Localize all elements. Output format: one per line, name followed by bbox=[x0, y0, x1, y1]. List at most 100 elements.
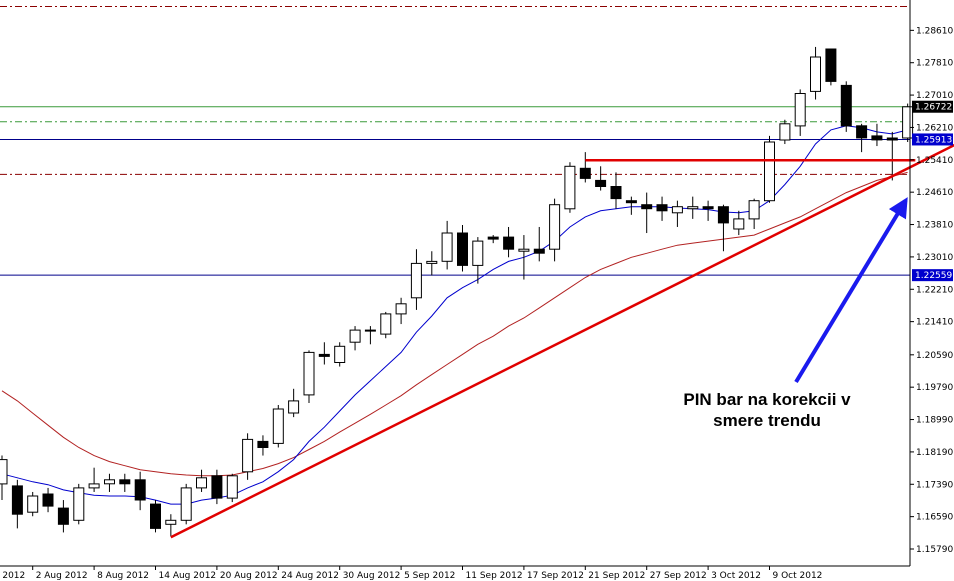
candle bbox=[318, 342, 330, 365]
candle bbox=[549, 198, 561, 262]
candle bbox=[196, 469, 207, 492]
y-tick-label: 1.20590 bbox=[916, 351, 953, 361]
candle-body-bearish bbox=[856, 125, 868, 139]
candle-body-bullish bbox=[242, 438, 254, 473]
candle bbox=[717, 204, 729, 252]
price-box-label: 1.22559 bbox=[915, 271, 952, 281]
candle bbox=[0, 455, 8, 501]
candle bbox=[794, 89, 806, 136]
candle-body-bearish bbox=[717, 206, 729, 224]
trendlines bbox=[170, 143, 954, 539]
candle-body-bearish bbox=[134, 479, 146, 501]
x-tick-label: 30 Aug 2012 bbox=[343, 571, 401, 581]
candle bbox=[27, 491, 39, 517]
candle-body-bullish bbox=[104, 479, 115, 485]
annotation-text-line: smere trendu bbox=[713, 411, 821, 430]
candle-body-bullish bbox=[0, 459, 8, 485]
y-tick-label: 1.16590 bbox=[916, 513, 953, 523]
candle bbox=[226, 473, 238, 503]
candle bbox=[211, 469, 223, 505]
candle bbox=[702, 200, 714, 221]
ma-slow-line bbox=[1, 171, 908, 477]
candle bbox=[272, 404, 284, 448]
y-tick-label: 1.23810 bbox=[916, 221, 953, 231]
candle bbox=[487, 235, 499, 244]
candle-body-bearish bbox=[610, 186, 622, 200]
x-tick-label: 24 Aug 2012 bbox=[281, 571, 339, 581]
y-tick-label: 1.25410 bbox=[916, 156, 953, 166]
candle-body-bearish bbox=[871, 135, 883, 141]
annotation-text-line: PIN bar na korekcii v bbox=[683, 390, 851, 409]
candle-body-bearish bbox=[11, 485, 23, 515]
candle bbox=[733, 210, 745, 236]
candle bbox=[656, 196, 668, 221]
candle bbox=[42, 487, 54, 513]
y-tick-label: 1.18990 bbox=[916, 416, 953, 426]
candle bbox=[579, 152, 591, 183]
price-box-label: 1.26722 bbox=[915, 103, 952, 113]
price-box: 1.26722 bbox=[912, 100, 953, 113]
price-box: 1.25913 bbox=[912, 133, 953, 146]
candle bbox=[825, 48, 837, 86]
horizontal-levels bbox=[0, 5, 910, 276]
candle-body-bullish bbox=[426, 260, 438, 264]
price-box-label: 1.25913 bbox=[915, 135, 952, 145]
candle-body-bullish bbox=[226, 475, 238, 499]
candle-body-bearish bbox=[886, 137, 898, 141]
candle bbox=[641, 192, 653, 234]
candle-body-bullish bbox=[810, 56, 821, 92]
candle-body-bearish bbox=[150, 503, 161, 529]
candle bbox=[119, 473, 131, 492]
x-tick-label: 2 Aug 2012 bbox=[36, 571, 88, 581]
candle-body-bullish bbox=[441, 232, 453, 262]
candle bbox=[134, 471, 146, 511]
candle bbox=[472, 237, 484, 284]
candle bbox=[671, 200, 683, 227]
candle bbox=[518, 235, 530, 280]
candle bbox=[364, 326, 376, 345]
candle-body-bearish bbox=[595, 179, 607, 187]
candle bbox=[73, 483, 85, 525]
candle-body-bullish bbox=[196, 477, 207, 489]
candle bbox=[88, 467, 100, 492]
candle-body-bearish bbox=[57, 507, 69, 525]
candle-body-bullish bbox=[165, 519, 177, 525]
candle bbox=[687, 196, 699, 219]
candle bbox=[426, 251, 438, 276]
candle-body-bullish bbox=[88, 483, 100, 489]
candle-body-bearish bbox=[503, 236, 515, 250]
candle-body-bearish bbox=[42, 493, 54, 507]
candle-body-bearish bbox=[318, 353, 330, 357]
candle-body-bearish bbox=[625, 200, 637, 204]
candle-body-bullish bbox=[902, 106, 914, 139]
candle bbox=[840, 81, 852, 132]
candle bbox=[441, 220, 453, 270]
candle-body-bullish bbox=[671, 206, 683, 214]
candle bbox=[610, 172, 622, 209]
uptrend-line bbox=[170, 143, 954, 539]
candle bbox=[810, 46, 821, 100]
candle bbox=[564, 162, 576, 213]
y-tick-label: 1.22210 bbox=[916, 285, 953, 295]
candle-body-bullish bbox=[349, 329, 361, 343]
x-tick-label: 20 Aug 2012 bbox=[220, 571, 278, 581]
candle bbox=[165, 514, 177, 537]
candle bbox=[871, 123, 883, 147]
candle-body-bearish bbox=[702, 206, 714, 210]
candle-body-bearish bbox=[579, 167, 591, 179]
candle bbox=[533, 226, 545, 262]
y-tick-label: 1.23010 bbox=[916, 253, 953, 263]
x-tick-label: 14 Aug 2012 bbox=[159, 571, 217, 581]
candle bbox=[180, 483, 192, 525]
candle bbox=[57, 500, 69, 533]
candle-body-bearish bbox=[457, 232, 468, 266]
candle-body-bullish bbox=[303, 351, 315, 396]
candle-body-bullish bbox=[395, 303, 407, 315]
candle bbox=[288, 388, 300, 418]
y-tick-label: 1.27810 bbox=[916, 59, 953, 69]
candle-body-bullish bbox=[779, 123, 791, 141]
candle-body-bullish bbox=[334, 345, 346, 363]
candle-body-bullish bbox=[518, 248, 530, 252]
candle bbox=[242, 433, 254, 480]
candle bbox=[11, 479, 23, 529]
